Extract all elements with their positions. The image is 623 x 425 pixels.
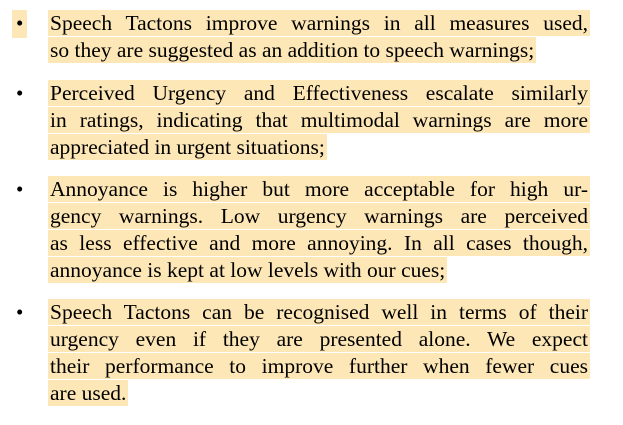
text-line: urgency even if they are presented alone… <box>48 326 590 352</box>
text-line: Speech Tactons can be recognised well in… <box>48 299 590 325</box>
text-line: as less effective and more annoying. In … <box>48 230 590 256</box>
text-line: gency warnings. Low urgency warnings are… <box>48 203 590 229</box>
text-line: annoyance is kept at low levels with our… <box>48 257 448 283</box>
bullet-icon: • <box>12 10 28 38</box>
text-line: Perceived Urgency and Effectiveness esca… <box>48 80 590 106</box>
text-line: their performance to improve further whe… <box>48 353 590 379</box>
bullet-icon: • <box>16 81 24 105</box>
bullet-icon: • <box>16 177 24 201</box>
text-line: in ratings, indicating that multimodal w… <box>48 107 590 133</box>
text-line: Speech Tactons improve warnings in all m… <box>48 10 590 36</box>
text-line: Annoyance is higher but more acceptable … <box>48 176 590 202</box>
bullet-icon: • <box>16 300 24 324</box>
text-line: appreciated in urgent situations; <box>48 134 327 160</box>
text-line: are used. <box>48 380 129 406</box>
text-line: so they are suggested as an addition to … <box>48 37 537 63</box>
